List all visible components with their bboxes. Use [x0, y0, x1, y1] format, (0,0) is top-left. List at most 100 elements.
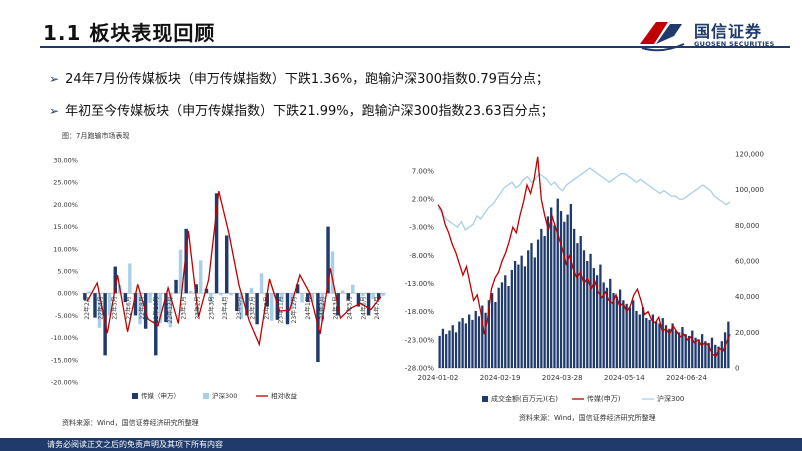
- bar-media: [235, 293, 239, 311]
- bar-hs300: [280, 293, 284, 303]
- bar-media: [295, 284, 300, 294]
- bar-media: [255, 293, 259, 325]
- turnover-bar: [694, 337, 697, 368]
- turnover-bar: [504, 275, 507, 368]
- legend-label-hs300: 沪深300: [657, 394, 684, 403]
- turnover-bar: [448, 330, 451, 368]
- turnover-bar: [533, 257, 536, 368]
- turnover-bar: [461, 318, 464, 368]
- turnover-bar: [566, 214, 569, 368]
- x-tick-label: 2024-01-02: [418, 374, 459, 382]
- turnover-bar: [445, 334, 448, 368]
- turnover-bar: [628, 307, 632, 368]
- bar-hs300: [351, 284, 355, 294]
- turnover-bar: [668, 328, 671, 368]
- turnover-bar: [464, 323, 468, 368]
- turnover-bar: [487, 300, 491, 368]
- bar-hs300: [168, 293, 173, 328]
- right-tick-label: 20,000: [735, 329, 760, 337]
- x-tick-label: 23年12月: [290, 296, 298, 323]
- bar-hs300: [188, 290, 193, 294]
- turnover-bar: [507, 285, 510, 368]
- x-tick-label: 2024-06-24: [666, 374, 707, 382]
- legend-label-media: 传媒(申万): [587, 394, 621, 403]
- bar-media: [376, 293, 381, 300]
- source-note-left: 资料来源：Wind，国信证券经济研究所整理: [62, 419, 199, 427]
- turnover-bar: [546, 216, 550, 368]
- legend-label-relative: 相对收益: [271, 391, 298, 400]
- x-tick-label: 22年5月: [111, 296, 119, 319]
- x-tick-label: 23年11月: [276, 296, 284, 323]
- footer-text: 请务必阅读正文之后的免责声明及其项下所有内容: [47, 440, 223, 449]
- turnover-bar: [559, 211, 563, 368]
- y-tick-label: 0.00%: [57, 290, 78, 298]
- bar-media: [326, 226, 330, 294]
- y-tick-label: 5.00%: [57, 268, 78, 276]
- bullet-1: ➢ 24年7月份传媒板块（申万传媒指数）下跌1.36%，跑输沪深300指数0.79…: [49, 68, 549, 87]
- logo-text-cn: 国信证券: [694, 22, 763, 41]
- right-tick-label: 80,000: [735, 222, 760, 230]
- logo-text-en: GUOSEN SECURITIES: [694, 40, 775, 48]
- hs300-line: [437, 167, 731, 231]
- turnover-bar: [605, 287, 609, 368]
- turnover-bar: [556, 198, 559, 368]
- x-tick-label: 2024-02-19: [480, 374, 521, 382]
- x-tick-label: 23年1月: [180, 296, 188, 319]
- turnover-bar: [638, 314, 641, 368]
- bar-hs300: [128, 263, 132, 294]
- bullet-2-text: 年初至今传媒板块（申万传媒指数）下跌21.99%，跑输沪深300指数23.63百…: [65, 104, 554, 119]
- turnover-bar: [513, 261, 517, 368]
- daily-trend-chart: -28.00% -23.00% -18.00% -13.00% -8.00% -3.00%…: [405, 151, 764, 404]
- legend-swatch-turnover: [482, 396, 488, 402]
- bar-hs300: [381, 293, 385, 296]
- bar-media: [164, 293, 168, 323]
- turnover-bar: [599, 264, 602, 368]
- bar-hs300: [229, 293, 233, 296]
- turnover-bar: [441, 328, 445, 368]
- left-tick-label: -3.00%: [409, 224, 434, 232]
- legend-swatch-hs300: [203, 393, 209, 399]
- y-tick-label: 15.00%: [53, 223, 78, 231]
- guosen-logo: [640, 22, 685, 52]
- turnover-bar: [720, 341, 723, 368]
- turnover-bar: [618, 289, 622, 368]
- bar-media: [83, 293, 87, 300]
- turnover-bar: [592, 268, 595, 368]
- bar-media: [265, 293, 269, 307]
- x-tick-label: 22年8月: [138, 296, 146, 319]
- x-tick-label: 22年6月: [124, 296, 132, 319]
- bar-hs300: [300, 293, 304, 303]
- left-tick-label: -13.00%: [405, 280, 435, 288]
- turnover-bar: [691, 330, 694, 368]
- left-tick-label: -18.00%: [405, 308, 435, 316]
- turnover-bar: [609, 278, 612, 368]
- turnover-bar: [454, 332, 458, 368]
- turnover-bar: [474, 310, 477, 368]
- turnover-bar: [563, 221, 566, 368]
- x-tick-label: 23年9月: [263, 296, 271, 319]
- turnover-bar: [494, 302, 497, 368]
- turnover-bar: [704, 341, 707, 368]
- bar-media: [275, 293, 280, 320]
- bar-hs300: [320, 293, 325, 322]
- legend-swatch-media: [132, 393, 138, 399]
- bar-media: [356, 293, 361, 307]
- turnover-bar: [530, 243, 533, 368]
- turnover-bar: [700, 334, 704, 368]
- turnover-bar: [658, 323, 661, 368]
- bar-media: [93, 293, 97, 318]
- bar-hs300: [371, 293, 375, 299]
- x-tick-label: 23年4月: [221, 296, 229, 319]
- y-tick-label: -5.00%: [55, 312, 78, 320]
- right-tick-label: 0: [735, 365, 739, 373]
- turnover-bar: [625, 303, 628, 368]
- bar-hs300: [97, 293, 102, 328]
- left-tick-label: -28.00%: [405, 365, 435, 373]
- x-tick-label: 22年10月: [152, 296, 160, 323]
- x-tick-label: 24年5月: [345, 296, 353, 319]
- x-tick-label: 22年4月: [97, 296, 105, 319]
- bar-hs300: [107, 293, 112, 316]
- x-tick-label: 22年12月: [166, 296, 174, 323]
- turnover-bar: [674, 330, 678, 368]
- bar-hs300: [269, 293, 274, 321]
